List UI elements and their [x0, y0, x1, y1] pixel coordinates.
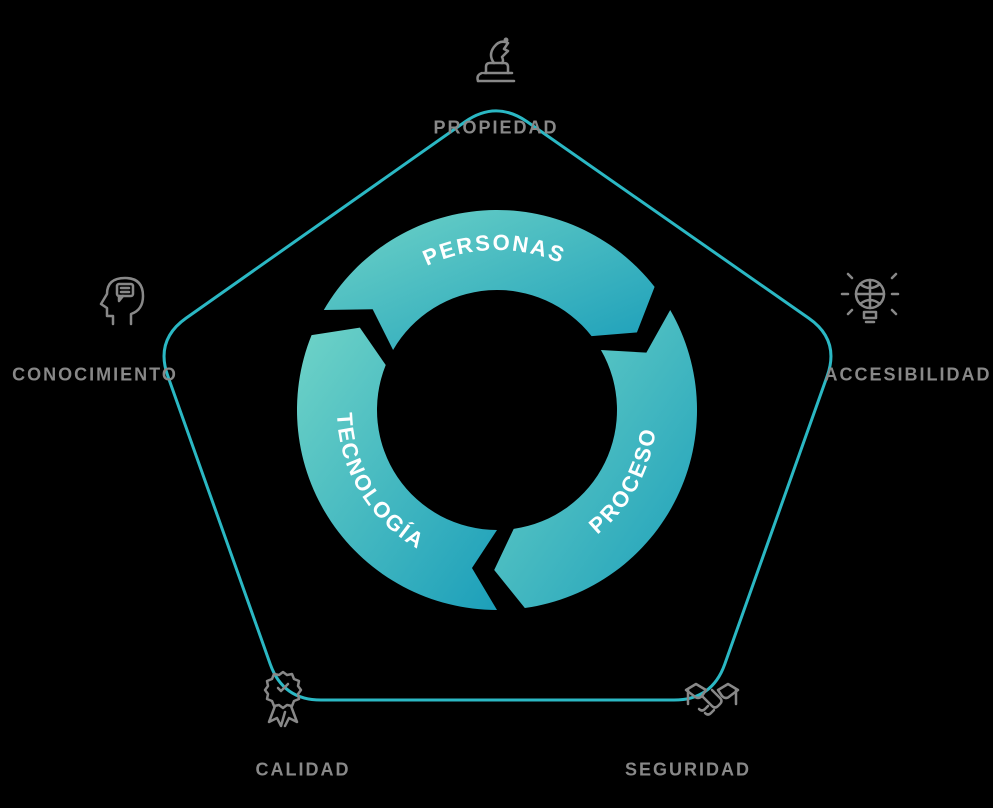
label-seguridad: SEGURIDAD: [625, 760, 751, 781]
ribbon-icon: [251, 666, 315, 730]
label-calidad: CALIDAD: [256, 760, 351, 781]
globe-bulb-icon: [838, 268, 902, 332]
label-accesibilidad: ACCESIBILIDAD: [824, 365, 991, 386]
label-conocimiento: CONOCIMIENTO: [12, 365, 178, 386]
ring-segment-tecnologia: [297, 328, 497, 610]
diagram-stage: PERSONASPROCESOTECNOLOGÍA PROPIEDAD ACCE…: [0, 0, 993, 808]
head-chat-icon: [93, 268, 157, 332]
pentagon-outline: [164, 111, 831, 700]
chess-hand-icon: [464, 23, 528, 87]
cycle-ring: [297, 210, 697, 610]
label-propiedad: PROPIEDAD: [433, 118, 558, 139]
handshake-icon: [680, 666, 744, 730]
ring-segment-proceso: [494, 310, 697, 608]
